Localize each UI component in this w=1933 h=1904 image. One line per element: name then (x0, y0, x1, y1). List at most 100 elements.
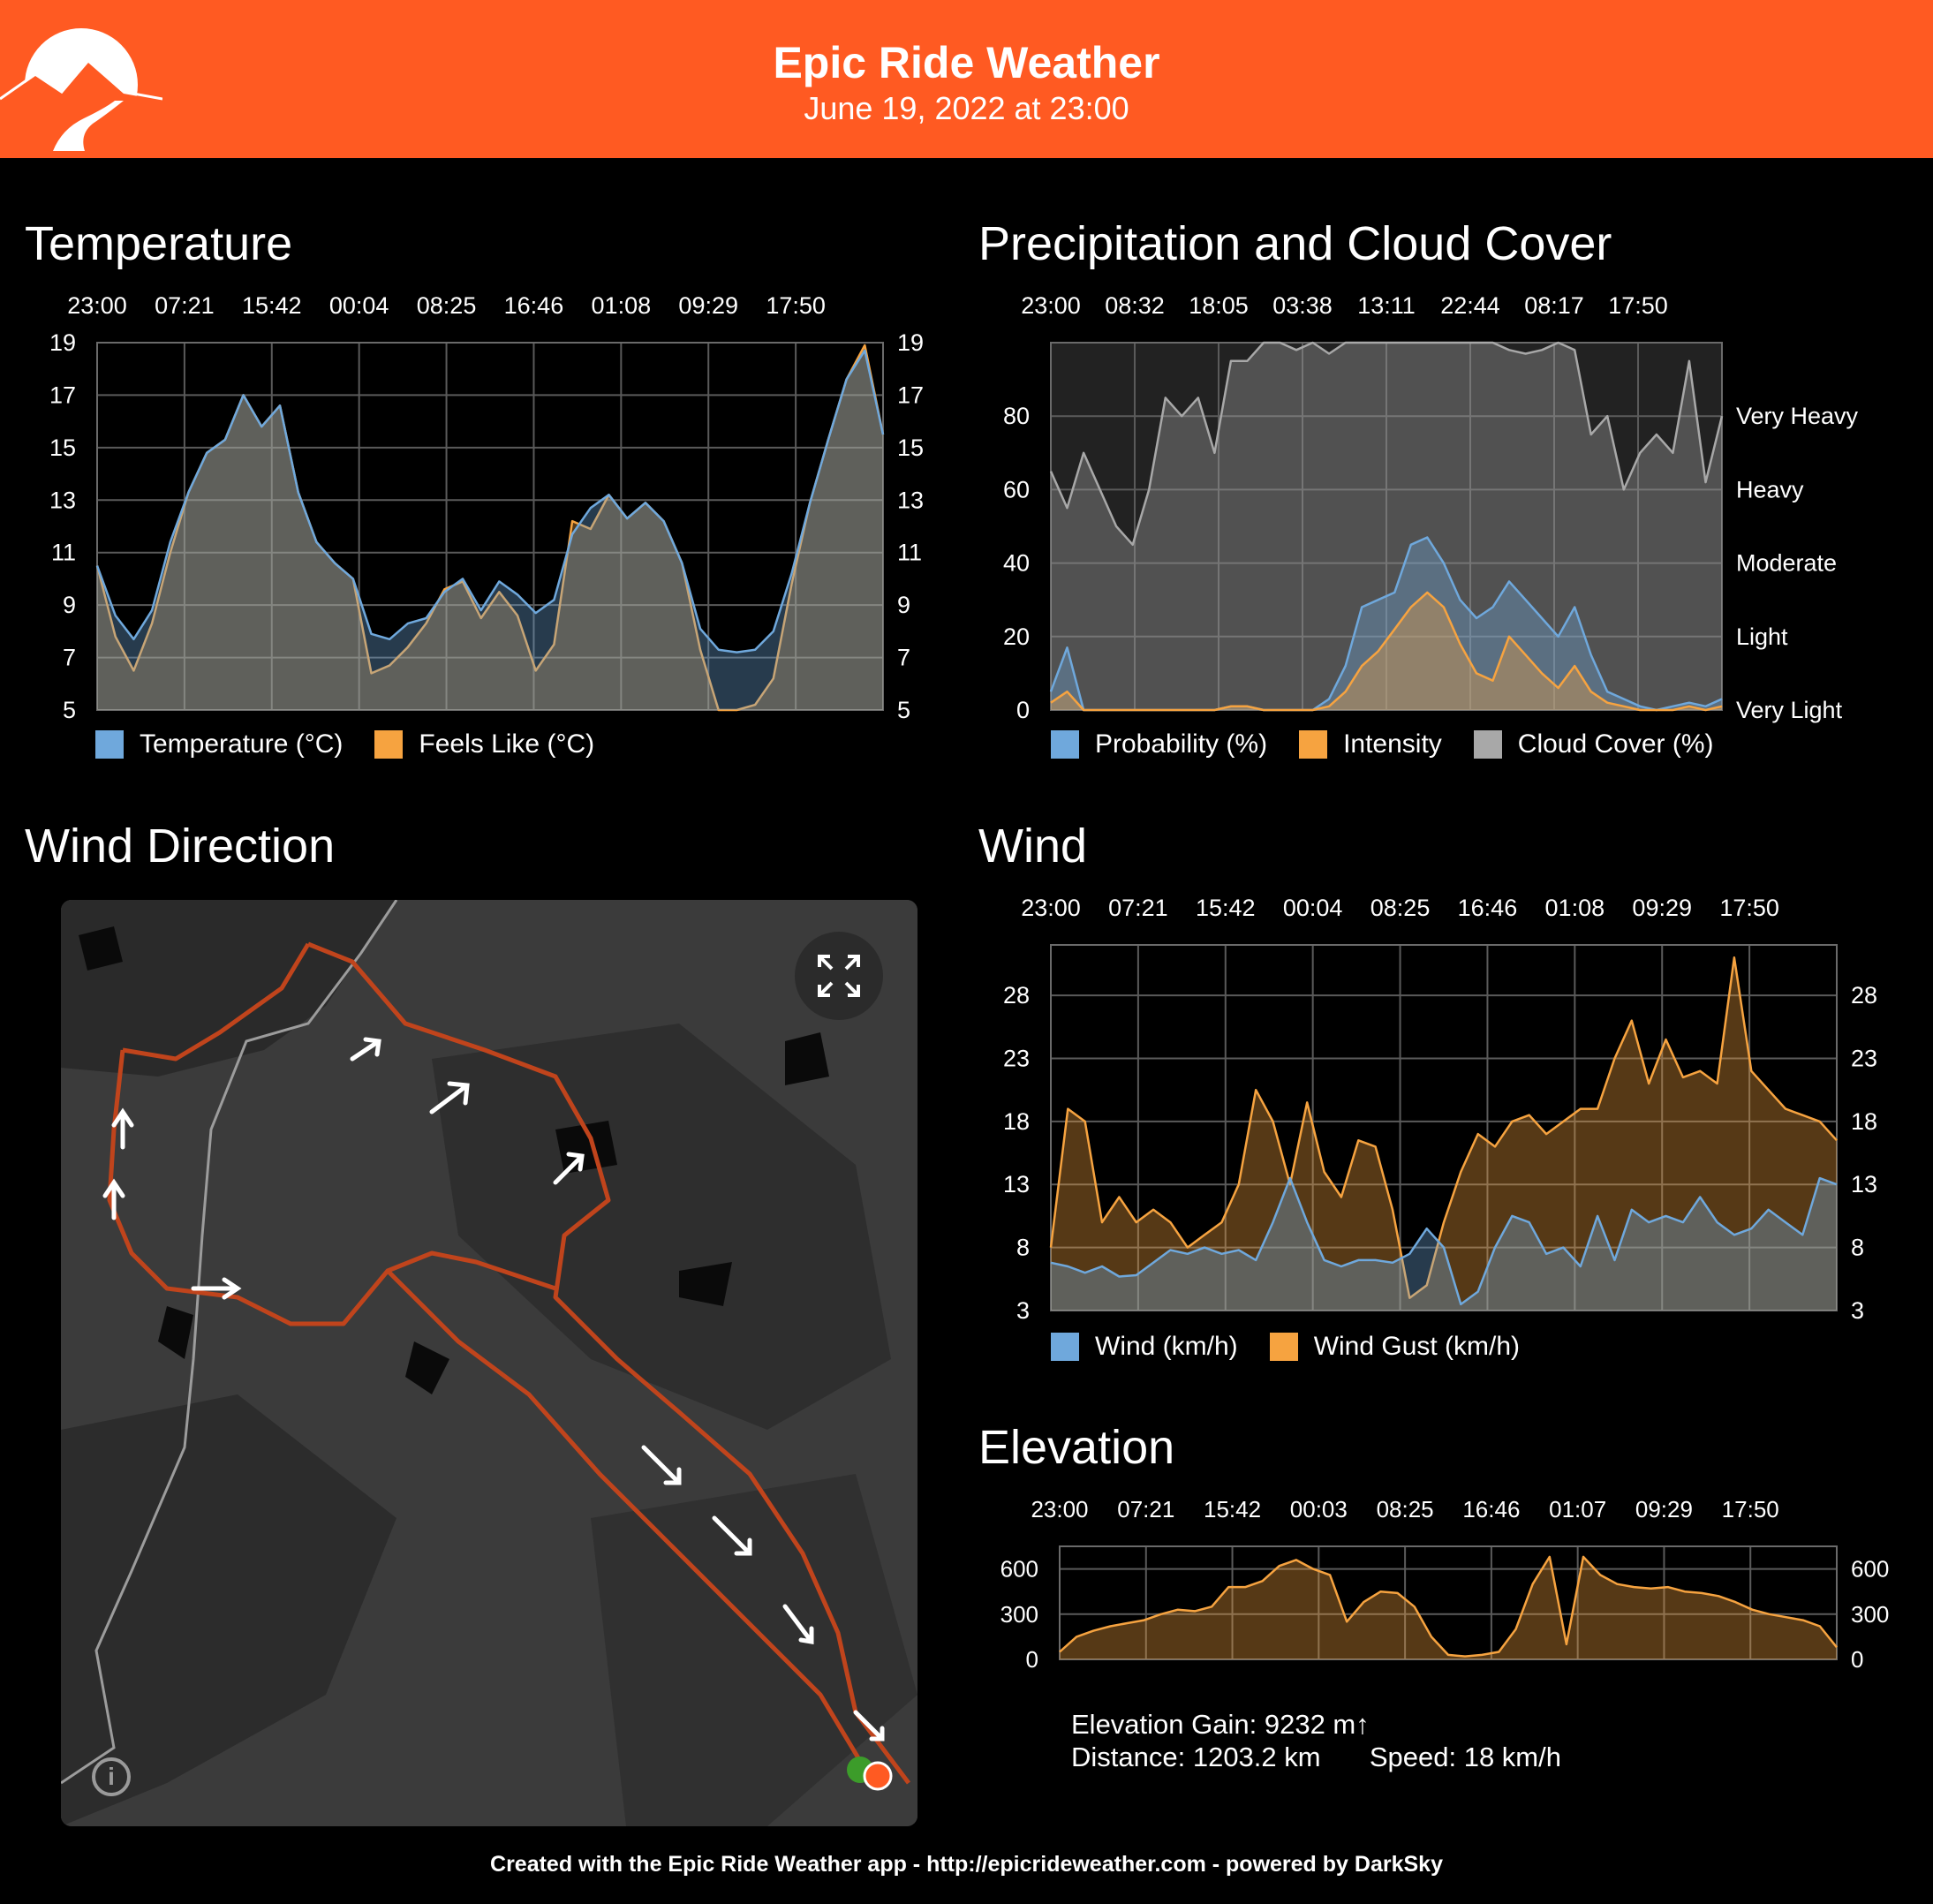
x-tick-label: 17:50 (766, 292, 826, 319)
wind-direction-map[interactable] (61, 900, 917, 1826)
legend-label: Intensity (1343, 729, 1442, 759)
plot-area (97, 343, 883, 710)
y-tick-label: 0 (1026, 1646, 1038, 1673)
y-tick-label: 18 (1851, 1108, 1877, 1135)
wind-title: Wind (978, 820, 1088, 873)
series-line (95, 349, 885, 654)
legend-item-probability[interactable]: Probability (%) (1051, 729, 1267, 759)
elevation-chart: 23:00 07:21 15:42 00:03 08:25 16:46 01:07 09:29… (1000, 1496, 1890, 1673)
y-tick-label: 7 (63, 645, 76, 671)
legend-label: Temperature (°C) (140, 729, 344, 759)
ride-datetime: June 19, 2022 at 23:00 (804, 90, 1129, 126)
x-tick-label: 08:25 (1377, 1496, 1434, 1522)
legend-item-intensity[interactable]: Intensity (1299, 729, 1442, 759)
series-area (1051, 592, 1722, 710)
y-tick-label: 300 (1851, 1601, 1889, 1628)
temperature-legend: Temperature (°C) Feels Like (°C) (95, 729, 626, 759)
x-tick-label: 01:08 (1545, 895, 1605, 921)
x-tick-label: 08:32 (1105, 292, 1165, 319)
y-tick-label: 15 (49, 434, 76, 461)
elevation-gain: Elevation Gain: 9232 m↑ (1071, 1709, 1370, 1740)
series-line (1050, 591, 1723, 712)
series-line (1050, 1176, 1838, 1306)
expand-map-button[interactable] (795, 932, 883, 1020)
y-tick-label: 3 (1851, 1297, 1864, 1324)
x-tick-label: 08:25 (417, 292, 477, 319)
info-icon[interactable]: i (92, 1757, 131, 1796)
x-tick-label: 00:03 (1290, 1496, 1348, 1522)
y-tick-label: 13 (1003, 1171, 1030, 1198)
ride-stats: Elevation Gain: 9232 m↑ Distance: 1203.2… (1071, 1708, 1561, 1773)
precipitation-chart: 23:00 08:32 18:05 03:38 13:11 22:44 08:17 17:50… (1003, 292, 1859, 723)
series-line (1049, 956, 1838, 1299)
x-tick-label: 15:42 (1196, 895, 1256, 921)
elevation-title: Elevation (978, 1421, 1175, 1474)
y-tick-label: 17 (897, 382, 924, 408)
y-tick-label: 0 (1016, 697, 1030, 723)
x-tick-label: 17:50 (1719, 895, 1779, 921)
x-tick-label: 03:38 (1272, 292, 1333, 319)
legend-label: Cloud Cover (%) (1517, 729, 1714, 759)
y-tick-label: 13 (897, 487, 924, 513)
y-tick-label: 11 (897, 540, 922, 566)
x-tick-label: 16:46 (1458, 895, 1518, 921)
legend-item-cloud-cover[interactable]: Cloud Cover (%) (1473, 729, 1714, 759)
app-title: Epic Ride Weather (773, 38, 1160, 87)
temperature-chart: 23:00 07:21 15:42 00:04 08:25 16:46 01:08 09:29… (49, 292, 924, 723)
x-tick-label: 16:46 (504, 292, 564, 319)
wind-direction-title: Wind Direction (25, 820, 336, 873)
x-tick-label: 09:29 (678, 292, 738, 319)
x-tick-label: 17:50 (1722, 1496, 1779, 1522)
y-tick-label: 9 (63, 592, 76, 618)
x-tick-label: 13:11 (1357, 292, 1416, 319)
legend-item-wind[interactable]: Wind (km/h) (1051, 1332, 1238, 1362)
legend-label: Wind (km/h) (1095, 1332, 1238, 1361)
intensity-label: Moderate (1736, 550, 1837, 577)
series-area (1051, 537, 1722, 710)
x-tick-label: 07:21 (1108, 895, 1168, 921)
legend-item-wind-gust[interactable]: Wind Gust (km/h) (1269, 1332, 1520, 1362)
y-tick-label: 18 (1003, 1108, 1030, 1135)
y-tick-label: 8 (1851, 1235, 1864, 1261)
intensity-label: Very Light (1736, 697, 1843, 723)
x-tick-label: 18:05 (1189, 292, 1249, 319)
series-line (1049, 341, 1724, 547)
x-tick-label: 16:46 (1462, 1496, 1520, 1522)
series-area (97, 345, 883, 710)
y-tick-label: 60 (1003, 476, 1030, 502)
legend-item-temperature[interactable]: Temperature (°C) (95, 729, 343, 759)
x-tick-label: 17:50 (1608, 292, 1668, 319)
y-tick-label: 600 (1000, 1556, 1038, 1583)
x-tick-label: 08:17 (1524, 292, 1584, 319)
y-tick-label: 600 (1851, 1556, 1889, 1583)
x-tick-label: 00:04 (1283, 895, 1343, 921)
x-tick-label: 23:00 (1021, 895, 1081, 921)
precipitation-title: Precipitation and Cloud Cover (978, 217, 1612, 270)
y-tick-label: 5 (63, 697, 76, 723)
intensity-label: Heavy (1736, 476, 1804, 502)
series-area (1060, 1556, 1837, 1659)
x-tick-label: 01:08 (592, 292, 652, 319)
x-tick-label: 08:25 (1370, 895, 1431, 921)
x-tick-label: 09:29 (1635, 1496, 1693, 1522)
plot-border (1050, 944, 1838, 1311)
x-tick-label: 23:00 (1031, 1496, 1088, 1522)
legend-item-feels-like[interactable]: Feels Like (°C) (374, 729, 594, 759)
y-tick-label: 11 (51, 540, 76, 566)
x-tick-label: 23:00 (1021, 292, 1081, 319)
intensity-label: Light (1736, 623, 1788, 650)
wind-chart: 23:00 07:21 15:42 00:04 08:25 16:46 01:08 09:29… (1003, 895, 1877, 1324)
y-tick-label: 19 (897, 329, 924, 356)
x-tick-label: 01:07 (1549, 1496, 1606, 1522)
precipitation-legend: Probability (%) Intensity Cloud Cover (%… (1051, 729, 1746, 759)
x-tick-label: 15:42 (1204, 1496, 1261, 1522)
x-tick-label: 07:21 (1117, 1496, 1174, 1522)
y-tick-label: 300 (1000, 1601, 1038, 1628)
y-tick-label: 5 (897, 697, 910, 723)
wind-legend: Wind (km/h) Wind Gust (km/h) (1051, 1332, 1552, 1362)
map-canvas (61, 900, 917, 1826)
x-tick-label: 00:04 (329, 292, 389, 319)
series-area (97, 350, 883, 710)
y-tick-label: 13 (1851, 1171, 1877, 1198)
y-tick-label: 20 (1003, 623, 1030, 650)
